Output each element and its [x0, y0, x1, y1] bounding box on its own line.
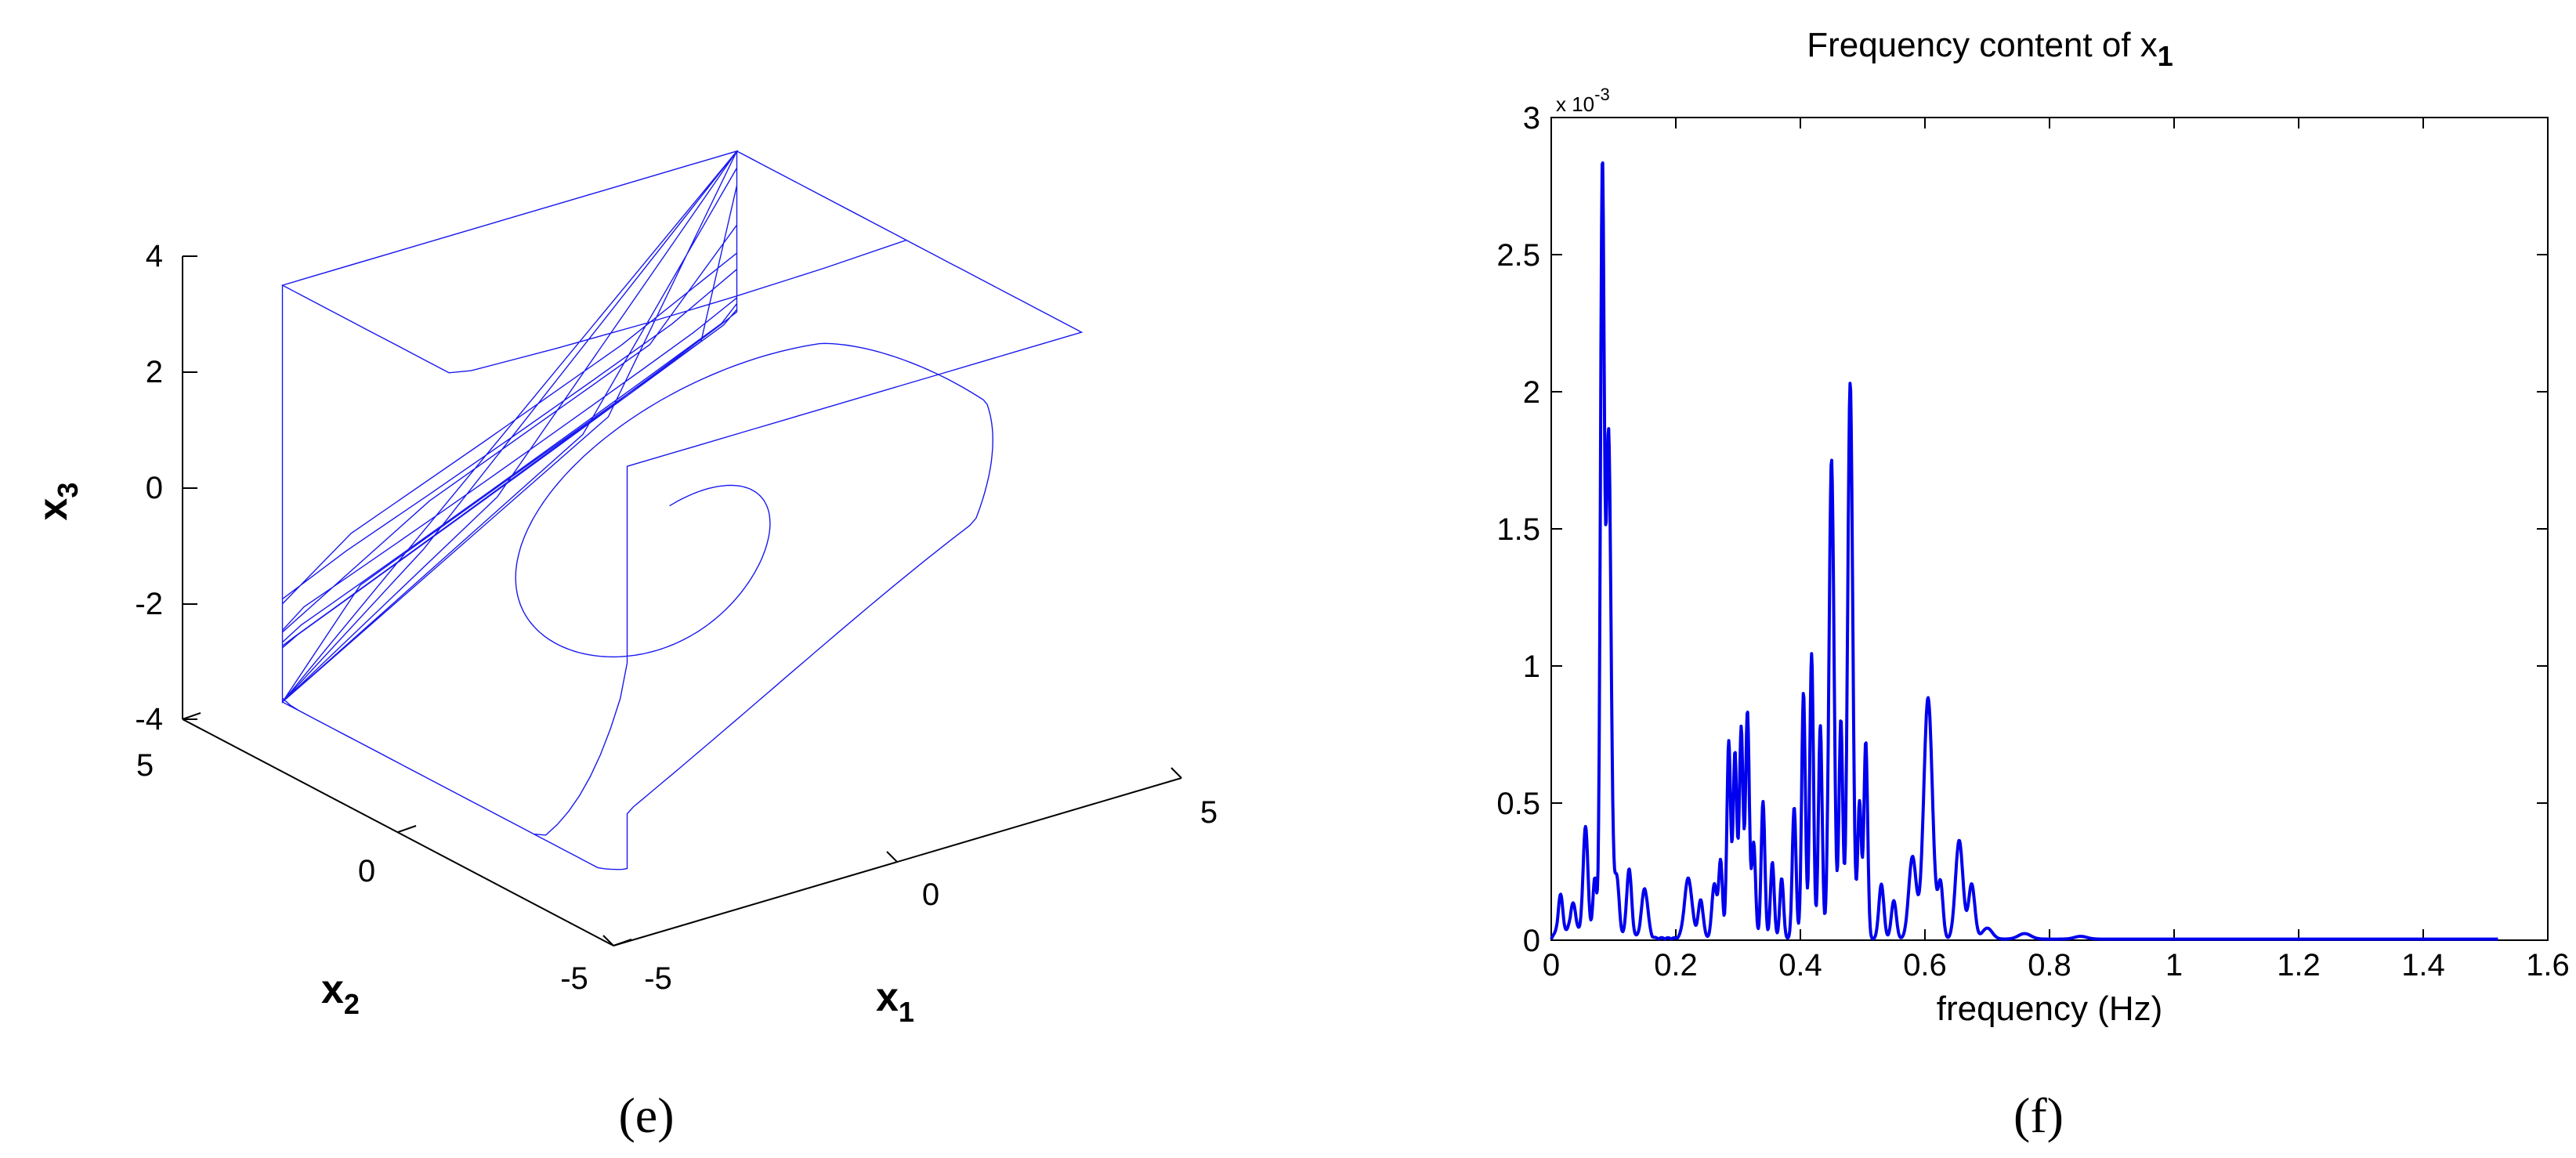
- x2-axis-label-sub: 2: [344, 988, 360, 1020]
- panel-label-e: (e): [618, 1087, 674, 1143]
- attractor-path: [281, 150, 1084, 870]
- y-tick-mark: [182, 712, 201, 720]
- y-tick-label: 2: [1523, 375, 1540, 410]
- x1-axis-label: x1: [876, 975, 914, 1028]
- x2-axis-label: x2: [321, 967, 360, 1020]
- y-axis-line: [182, 718, 614, 946]
- y-multiplier-exponent: -3: [1594, 85, 1610, 104]
- spectrum-ticks: [1550, 117, 2549, 941]
- y-tick-mark: [397, 825, 417, 833]
- x-tick-label: 0.8: [2028, 948, 2071, 982]
- z-tick-label: -4: [135, 702, 163, 736]
- x-axis-line: [613, 777, 1182, 946]
- y-tick-label: 3: [1523, 101, 1540, 136]
- x-axis-label: frequency (Hz): [1937, 990, 2163, 1028]
- x-axis-ticks: [602, 767, 1182, 946]
- x2-tick-label: 0: [358, 854, 375, 888]
- spectrum-line: [1550, 161, 2499, 941]
- z-axis-label-sub: 3: [52, 483, 84, 498]
- y-tick-label: 2.5: [1496, 238, 1540, 273]
- x-tick-mark: [886, 851, 898, 863]
- spectrum-tick-labels: 0 0.2 0.4 0.6 0.8 1 1.2 1.4 1.6 0 0.5 1 1.5 2 2.5 3: [1496, 101, 2569, 982]
- attractor-trajectory: [281, 150, 1084, 870]
- panel-label-f: (f): [2013, 1087, 2064, 1143]
- z-axis-label: x3: [31, 483, 84, 521]
- z-tick-label: 2: [146, 355, 163, 389]
- x2-tick-label: -5: [560, 961, 588, 996]
- x-tick-label: 0.2: [1654, 948, 1698, 982]
- z-axis-ticks: [183, 255, 197, 720]
- z-tick-label: 4: [146, 239, 163, 273]
- y-tick-mark: [613, 939, 632, 946]
- x-tick-label: 0.4: [1778, 948, 1822, 982]
- z-tick-label: -2: [135, 587, 163, 621]
- x-tick-label: 1: [2165, 948, 2183, 982]
- x2-tick-label: 5: [136, 748, 154, 783]
- x-tick-label: 0: [1543, 948, 1560, 982]
- z-tick-label: 0: [146, 471, 163, 505]
- frequency-spectrum-chart: 0 0.2 0.4 0.6 0.8 1 1.2 1.4 1.6 0 0.5 1 1.5 2 2.5 3 Fre…: [1496, 26, 2569, 1143]
- y-multiplier: x 10-3: [1556, 85, 1610, 116]
- y-tick-label: 0.5: [1496, 787, 1540, 821]
- chart-title-main: Frequency content of x: [1807, 26, 2158, 64]
- x2-axis-label-main: x: [321, 967, 344, 1012]
- x-tick-label: 1.6: [2526, 948, 2570, 982]
- x1-tick-label: 0: [922, 878, 939, 912]
- x1-axis-label-main: x: [876, 975, 899, 1020]
- x-tick-label: 0.6: [1903, 948, 1947, 982]
- x-tick-mark: [1170, 767, 1182, 779]
- x-tick-label: 1.2: [2277, 948, 2321, 982]
- y-tick-label: 1.5: [1496, 512, 1540, 547]
- y-tick-label: 0: [1523, 924, 1540, 958]
- plot-frame: [1550, 117, 2549, 941]
- y-tick-label: 1: [1523, 650, 1540, 684]
- y-axis-ticks: [182, 712, 632, 946]
- chart-title: Frequency content of x1: [1807, 26, 2173, 72]
- x1-tick-label: 5: [1200, 795, 1217, 830]
- z-axis-label-main: x: [31, 498, 76, 520]
- phase-portrait-3d: 4 2 0 -2 -4 5 0 -5 -5 0 5 x3 x2 x1: [31, 150, 1217, 1143]
- chart-title-sub: 1: [2158, 40, 2173, 72]
- x-tick-mark: [602, 935, 614, 946]
- x1-axis-label-sub: 1: [899, 996, 914, 1028]
- y-multiplier-base: x 10: [1556, 92, 1594, 116]
- x1-tick-label: -5: [644, 961, 672, 996]
- x-tick-label: 1.4: [2401, 948, 2445, 982]
